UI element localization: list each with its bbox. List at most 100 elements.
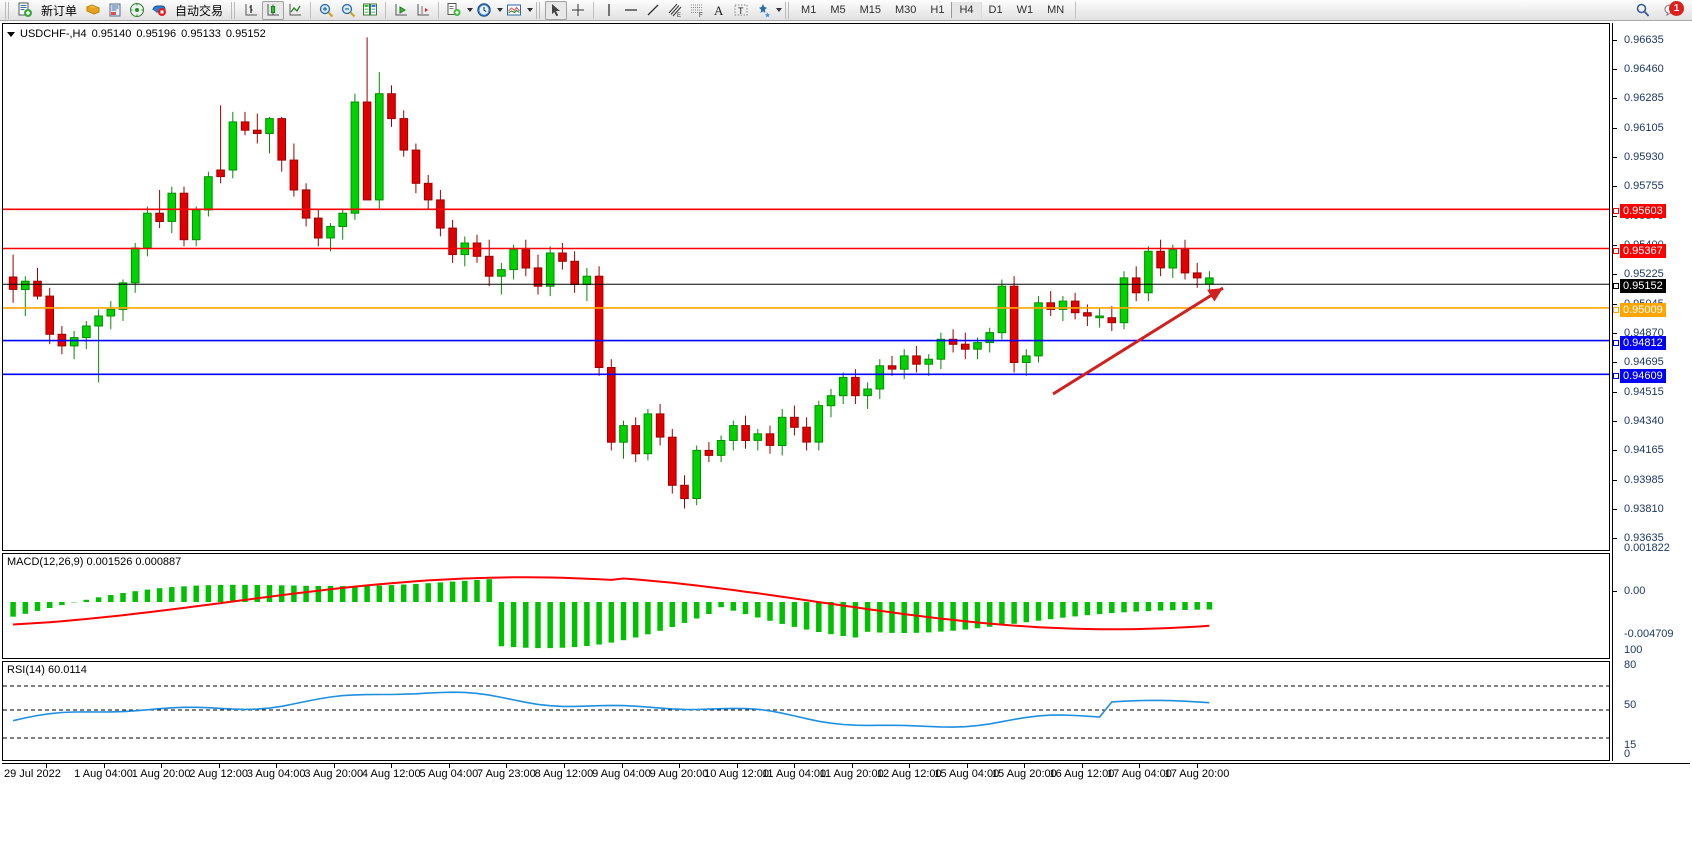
toolbar-grip-4[interactable] (785, 1, 792, 19)
rsi-pane[interactable]: RSI(14) 60.0114 (2, 661, 1610, 761)
chart-area: USDCHF-,H4 0.95140 0.95196 0.95133 0.951… (0, 21, 1692, 843)
price-axis-tick (1612, 128, 1617, 130)
price-chart-svg (3, 37, 1609, 509)
templates-dropdown-caret[interactable] (527, 8, 534, 12)
symbol-dropdown-icon[interactable] (7, 31, 15, 37)
time-axis-tick (1197, 764, 1198, 768)
price-level-handle[interactable] (1613, 306, 1619, 313)
price-pane[interactable]: USDCHF-,H4 0.95140 0.95196 0.95133 0.951… (2, 23, 1610, 551)
fibonacci-icon[interactable]: F (686, 1, 708, 20)
price-axis-tick (1612, 332, 1617, 334)
period-dropdown-caret[interactable] (497, 8, 504, 12)
shapes-dropdown-caret[interactable] (776, 8, 783, 12)
price-axis-tick (1612, 508, 1617, 510)
price-axis-tick (1612, 479, 1617, 481)
zoom-out-icon[interactable] (337, 1, 359, 20)
text-icon[interactable]: A (708, 1, 730, 20)
auto-trading-button[interactable]: 自动交易 (175, 3, 224, 18)
price-level-badge-support-2[interactable]: 0.94609 (1620, 369, 1666, 384)
price-axis-tick (1612, 40, 1617, 42)
chart-shift-icon[interactable] (412, 1, 434, 20)
price-level-handle[interactable] (1613, 283, 1619, 290)
time-axis-label: 10 Aug 12:00 (704, 768, 770, 780)
price-level-badge-pivot[interactable]: 0.95009 (1620, 302, 1666, 317)
time-axis-tick (1081, 764, 1083, 768)
price-level-handle[interactable] (1613, 373, 1619, 380)
macd-axis-label: 0.00 (1624, 585, 1646, 597)
candlestick-chart-icon[interactable] (262, 0, 285, 20)
trendline-icon[interactable] (642, 1, 664, 20)
price-axis-label: 0.96105 (1624, 122, 1664, 135)
timeframe-d1[interactable]: D1 (988, 4, 1003, 16)
timeframe-w1[interactable]: W1 (1016, 4, 1034, 16)
timeframe-m1[interactable]: M1 (801, 4, 817, 16)
navigator-icon[interactable] (126, 1, 148, 20)
price-level-handle[interactable] (1613, 208, 1619, 215)
timeframe-m5[interactable]: M5 (830, 4, 846, 16)
time-axis-label: 9 Aug 20:00 (649, 768, 709, 780)
text-label-icon[interactable]: T (730, 1, 752, 20)
time-axis-label: 15 Aug 20:00 (991, 768, 1057, 780)
price-level-handle[interactable] (1613, 339, 1619, 346)
price-axis-label: 0.96460 (1624, 63, 1664, 76)
timeframe-h1[interactable]: H1 (930, 4, 945, 16)
price-axis-label: 0.96635 (1624, 34, 1664, 47)
horizontal-line-icon[interactable] (620, 1, 642, 20)
chart-profiles-icon[interactable] (82, 1, 104, 20)
shapes-icon[interactable] (752, 1, 774, 20)
macd-axis-label: 0.001822 (1624, 542, 1670, 554)
rsi-axis-label: 50 (1624, 699, 1637, 711)
crosshair-icon[interactable] (567, 1, 589, 20)
price-axis-label: 0.94165 (1624, 443, 1664, 456)
price-axis-tick (1612, 449, 1617, 451)
time-axis[interactable]: 29 Jul 2022 1 Aug 04:00 1 Aug 20:00 2 Aug 1… (2, 763, 1690, 793)
new-order-button[interactable]: 新订单 (41, 3, 78, 18)
data-window-icon[interactable] (359, 1, 381, 20)
zoom-in-icon[interactable] (315, 1, 337, 20)
toolbar-grip-3[interactable] (536, 1, 543, 19)
indicators-icon[interactable] (443, 1, 465, 20)
symbol-info-bar: USDCHF-,H4 0.95140 0.95196 0.95133 0.951… (7, 28, 266, 40)
auto-scroll-icon[interactable] (390, 1, 412, 20)
timeframe-mn[interactable]: MN (1047, 4, 1065, 16)
price-axis-label: 0.93985 (1624, 473, 1664, 486)
time-axis-label: 29 Jul 2022 (4, 768, 61, 780)
market-watch-icon[interactable] (104, 1, 126, 20)
macd-pane[interactable]: MACD(12,26,9) 0.001526 0.000887 (2, 553, 1610, 659)
templates-icon[interactable] (503, 1, 525, 20)
price-axis-label: 0.93810 (1624, 502, 1664, 515)
price-axis-tick (1612, 537, 1617, 539)
price-axis-label: 0.94515 (1624, 385, 1664, 398)
toolbar-grip[interactable] (5, 1, 11, 19)
price-level-badge-support-1[interactable]: 0.94812 (1620, 335, 1666, 350)
timeframe-m15[interactable]: M15 (859, 4, 881, 16)
rsi-axis-label: 0 (1624, 748, 1631, 760)
timeframe-m30[interactable]: M30 (895, 4, 917, 16)
price-axis-tick (1612, 98, 1617, 100)
period-icon[interactable] (473, 1, 495, 20)
alerts-icon[interactable]: 1 (1660, 0, 1684, 20)
price-level-badge-resistance-1[interactable]: 0.95603 (1620, 204, 1666, 219)
auto-trading-icon[interactable] (148, 1, 170, 20)
indicators-dropdown-caret[interactable] (467, 8, 474, 12)
time-axis-tick (1024, 764, 1026, 768)
svg-text:T: T (738, 6, 744, 16)
equidistant-channel-icon[interactable]: E (664, 1, 686, 20)
time-axis-label: 2 Aug 12:00 (189, 768, 249, 780)
line-chart-icon[interactable] (284, 1, 306, 20)
timeframe-h4[interactable]: H4 (951, 2, 982, 18)
price-level-badge-resistance-2[interactable]: 0.95367 (1620, 243, 1666, 258)
search-icon[interactable] (1632, 1, 1654, 20)
price-level-badge-current-price[interactable]: 0.95152 (1620, 279, 1666, 294)
new-order-icon[interactable] (14, 1, 36, 20)
macd-label: MACD(12,26,9) 0.001526 0.000887 (7, 556, 182, 568)
cursor-icon[interactable] (545, 0, 568, 20)
price-axis[interactable]: 0.96635 0.96460 0.96285 0.96105 0.95930 0.957… (1612, 23, 1690, 761)
toolbar-grip-2[interactable] (231, 1, 238, 19)
time-axis-label: 16 Aug 12:00 (1049, 768, 1115, 780)
bar-chart-icon[interactable] (240, 1, 262, 20)
price-axis-label: 0.95225 (1624, 268, 1664, 281)
vertical-line-icon[interactable] (598, 1, 620, 20)
main-toolbar: 新订单 自动交易 (0, 0, 1692, 21)
price-level-handle[interactable] (1613, 247, 1619, 254)
